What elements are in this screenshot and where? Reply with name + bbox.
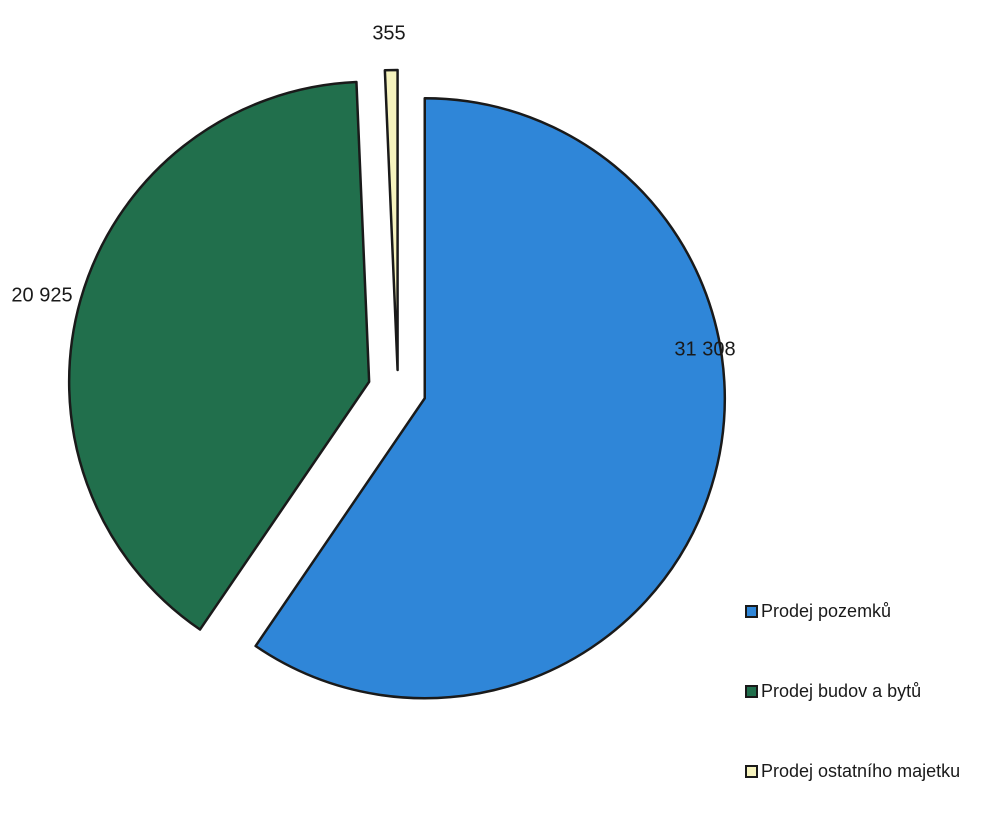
legend-item-prodej-ostatniho-majetku: Prodej ostatního majetku: [745, 760, 982, 782]
data-label-prodej-budov-a-bytu: 20 925: [11, 284, 72, 306]
pie-chart: 31 308 20 925 355: [11, 22, 736, 700]
slice-prodej-budov-a-bytu: [67, 80, 371, 631]
legend-swatch-prodej-budov-a-bytu: [745, 684, 758, 698]
legend-label-prodej-pozemku: Prodej pozemků: [761, 600, 892, 621]
legend-item-prodej-budov-a-bytu: Prodej budov a bytů: [745, 680, 982, 702]
legend-swatch-prodej-ostatniho-majetku: [745, 764, 758, 778]
data-labels: 31 308 20 925 355: [11, 22, 735, 360]
slice-prodej-ostatniho-majetku: [383, 68, 399, 372]
data-label-prodej-ostatniho-majetku: 355: [372, 22, 405, 44]
legend: Prodej pozemků Prodej budov a bytů Prode…: [745, 600, 982, 840]
pie-slices: [67, 68, 726, 700]
legend-label-prodej-budov-a-bytu: Prodej budov a bytů: [761, 680, 922, 701]
legend-label-prodej-ostatniho-majetku: Prodej ostatního majetku: [761, 760, 961, 781]
legend-swatch-prodej-pozemku: [745, 604, 758, 618]
slice-prodej-pozemku: [254, 97, 726, 700]
legend-item-prodej-pozemku: Prodej pozemků: [745, 600, 982, 622]
data-label-prodej-pozemku: 31 308: [674, 338, 735, 360]
